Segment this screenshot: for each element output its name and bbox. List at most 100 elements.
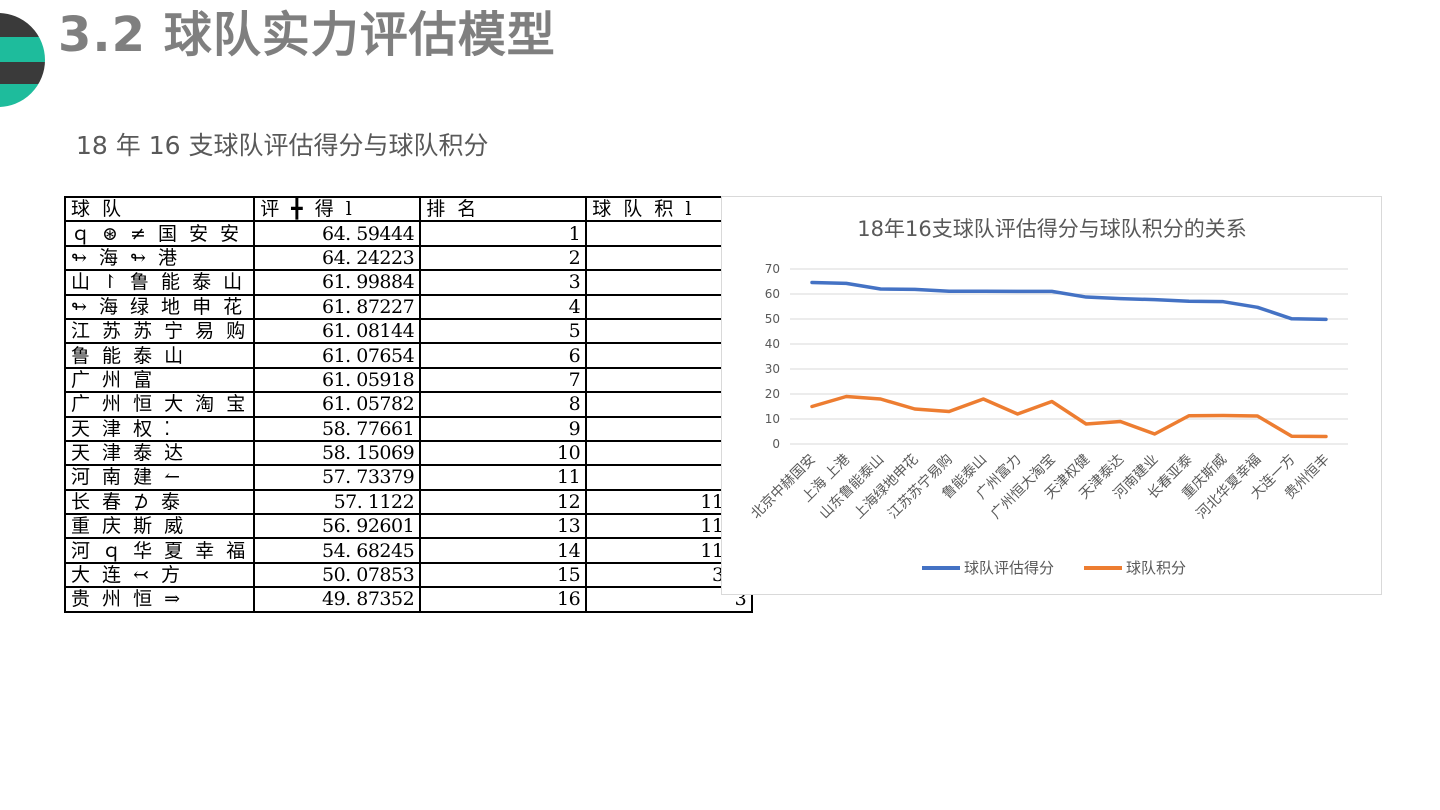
table-cell: 10 <box>419 439 588 467</box>
table-cell: 61. 05782 <box>253 391 422 418</box>
page-title: 3.2 球队实力评估模型 <box>58 7 556 63</box>
series-point <box>982 290 985 293</box>
series-point <box>1119 297 1122 300</box>
series-point <box>947 290 951 293</box>
series-point <box>879 287 882 291</box>
table-cell: ↬ 海 ↬ 港 <box>63 244 256 272</box>
table-row: 广 州 富61. 05918712 <box>63 366 754 394</box>
table-row: 贵 州 恒 ⇒ 49. 87352 16 3 <box>63 586 754 613</box>
legend-label: 球队积分 <box>1126 559 1186 577</box>
table-header-cell: 球 队 <box>63 195 256 223</box>
series-point <box>879 397 882 401</box>
table-cell: 河 南 建 ↼ <box>63 464 256 491</box>
series-point <box>982 397 985 401</box>
table-cell: 13 <box>419 513 588 540</box>
table-cell: 61. 08144 <box>253 317 422 345</box>
table-cell: 61. 87227 <box>253 293 422 320</box>
series-point <box>1222 414 1225 417</box>
y-tick-label: 30 <box>765 362 780 376</box>
table-cell: 河 ｑ 华 夏 幸 福 <box>63 537 256 564</box>
series-line-1 <box>810 280 1328 322</box>
table-row: 鲁 能 泰 山61. 07654618 <box>63 342 754 369</box>
legend-label: 球队评估得分 <box>964 559 1054 577</box>
table-cell: 鲁 能 泰 山 <box>63 342 256 369</box>
table-cell: 58. 15069 <box>253 439 422 467</box>
table-cell: 大 连 ↢ 方 <box>63 561 256 589</box>
table-cell: 49. 87352 <box>253 586 422 613</box>
y-tick-label: 0 <box>772 437 780 451</box>
series-point <box>845 282 848 285</box>
series-point <box>1153 298 1156 301</box>
page-subtitle: 18 年 16 支球队评估得分与球队积分 <box>76 131 489 160</box>
table-row: 江 苏 苏 宁 易 购61. 08144513 <box>63 317 754 345</box>
series-point <box>947 410 951 413</box>
line-chart: 18年16支球队评估得分与球队积分的关系010203040506070北京中赫国… <box>748 217 1348 577</box>
table-cell: 5 <box>419 317 588 345</box>
logo-circle <box>0 11 47 109</box>
series-point <box>1153 432 1156 436</box>
table-cell: 重 庆 斯 威 <box>63 513 256 540</box>
table-cell: 江 苏 苏 宁 易 购 <box>63 317 256 345</box>
table-cell: 15 <box>419 561 588 589</box>
table-cell: 57. 73379 <box>253 464 422 491</box>
table-row: 广 州 恒 大 淘 宝61. 05782817 <box>63 391 754 418</box>
table-cell: 长 春 ⊅ 泰 <box>63 488 256 516</box>
table-header-cell: 评 ╋ 得 l <box>253 195 422 223</box>
table-row: ｑ ⊛ ≠ 国 安 安64. 59444115 <box>63 220 754 247</box>
table-row: ↬ 海 绿 地 申 花61. 87227414 <box>63 293 754 320</box>
table-cell: 1 <box>419 220 588 247</box>
table-cell: 61. 07654 <box>253 342 422 369</box>
table-cell: 61. 05918 <box>253 366 422 394</box>
table-cell: 山 ↾ 鲁 能 泰 山 <box>63 269 256 296</box>
table-row: 河 南 建 ↼57. 73379114 <box>63 464 754 491</box>
table-cell: 50. 07853 <box>253 561 422 589</box>
table-cell: 57. 1122 <box>253 488 422 516</box>
table-cell: 12 <box>419 488 588 516</box>
logo-stripe-1 <box>0 37 46 62</box>
series-point <box>1324 435 1328 438</box>
table-row: 天 津 权 ⁚58. 7766198 <box>63 415 754 442</box>
series-point <box>1187 414 1191 417</box>
series-point <box>1016 412 1019 416</box>
table-cell: 3 <box>419 269 588 296</box>
table-cell: 11 <box>419 464 588 491</box>
table-row: 山 ↾ 鲁 能 泰 山61. 99884318 <box>63 269 754 296</box>
series-point <box>1222 300 1225 303</box>
table-cell: 64. 59444 <box>253 220 422 247</box>
series-point <box>1119 420 1122 423</box>
table-row: 大 连 ↢ 方50. 07853153. 1 <box>63 561 754 589</box>
series-line-2 <box>810 394 1328 439</box>
table-cell: 4 <box>419 293 588 320</box>
table-header-cell: 排 名 <box>419 195 588 223</box>
table-cell: 广 州 富 <box>63 366 256 394</box>
table-cell: 8 <box>419 391 588 418</box>
table-cell: 56. 92601 <box>253 513 422 540</box>
y-tick-label: 70 <box>765 262 780 276</box>
series-point <box>1290 317 1293 321</box>
y-tick-label: 20 <box>765 387 780 401</box>
table-cell: 61. 99884 <box>253 269 422 296</box>
table-cell: ↬ 海 绿 地 申 花 <box>63 293 256 320</box>
y-tick-label: 60 <box>765 287 780 301</box>
series-point <box>1187 300 1191 303</box>
chart-title: 18年16支球队评估得分与球队积分的关系 <box>857 217 1246 241</box>
series-point <box>1050 290 1054 293</box>
table-row: 天 津 泰 达58. 15069109 <box>63 439 754 467</box>
series-point <box>1256 306 1259 309</box>
table-cell: 贵 州 恒 ⇒ <box>63 586 256 613</box>
y-tick-label: 10 <box>765 412 780 426</box>
table-cell: 6 <box>419 342 588 369</box>
table-cell: 天 津 权 ⁚ <box>63 415 256 442</box>
table-cell: ｑ ⊛ ≠ 国 安 安 <box>63 220 256 247</box>
series-point <box>810 405 814 408</box>
series-point <box>1050 400 1054 403</box>
table-cell: 58. 77661 <box>253 415 422 442</box>
series-point <box>1084 422 1088 426</box>
table-cell: 16 <box>419 586 588 613</box>
table-cell: 54. 68245 <box>253 537 422 564</box>
